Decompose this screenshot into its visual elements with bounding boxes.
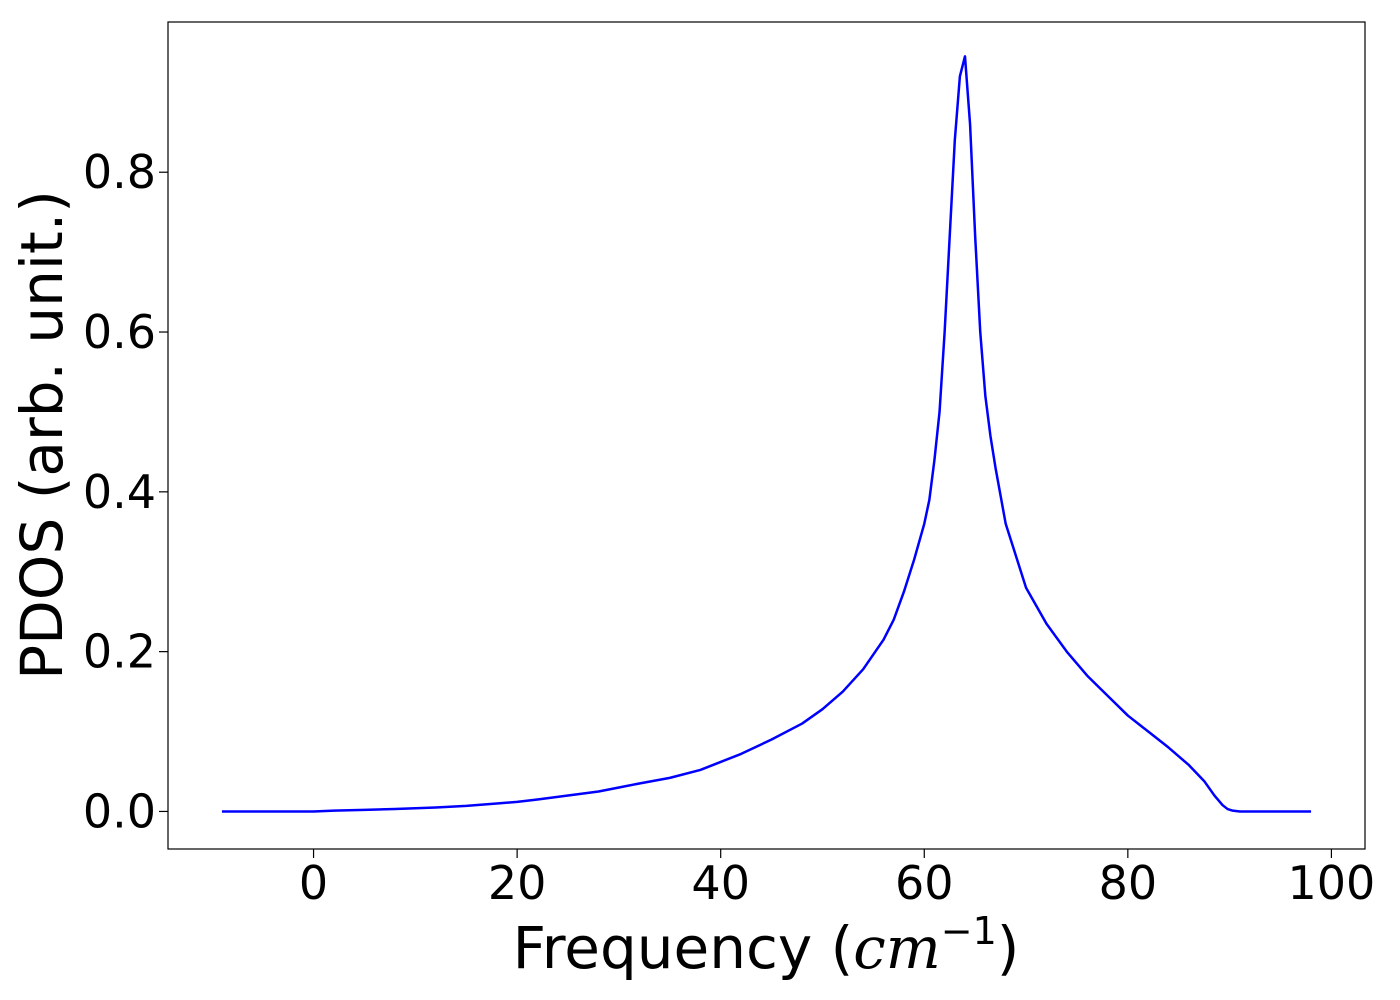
pdos-series-line — [221, 55, 1312, 813]
y-tick-label: 0.8 — [83, 145, 156, 199]
y-tick-label: 0.2 — [83, 625, 156, 679]
x-tick-label: 100 — [1288, 856, 1376, 910]
y-tick-label: 0.4 — [83, 465, 156, 519]
x-tick-label: 40 — [691, 856, 750, 910]
plot-background — [168, 22, 1365, 849]
y-axis-ticks: 0.0 0.2 0.4 0.6 0.8 — [83, 145, 168, 838]
x-axis-label: Frequency (cm−1) — [513, 909, 1020, 982]
x-tick-label: 20 — [488, 856, 547, 910]
x-tick-label: 80 — [1099, 856, 1158, 910]
y-tick-label: 0.0 — [83, 784, 156, 838]
y-axis-label: PDOS (arb. unit.) — [8, 190, 76, 680]
x-tick-label: 60 — [895, 856, 954, 910]
x-tick-label: 0 — [299, 856, 328, 910]
plot-frame — [167, 21, 1366, 850]
y-tick-label: 0.6 — [83, 305, 156, 359]
x-axis-ticks: 0 20 40 60 80 100 — [299, 849, 1375, 910]
